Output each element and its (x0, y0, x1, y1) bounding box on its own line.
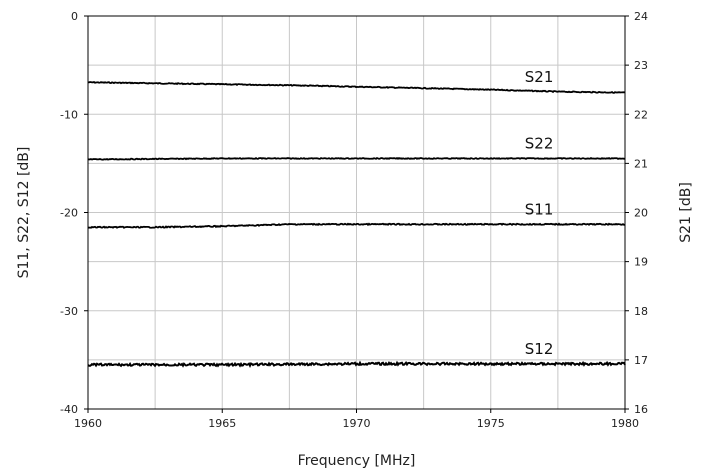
series-line-s21 (87, 81, 626, 94)
series-lines (87, 81, 626, 368)
y-axis-left-title: S11, S22, S12 [dB] (16, 147, 32, 279)
series-labels: S21 S22 S11 S12 (525, 68, 554, 358)
axis-ticks: 1960 1965 1970 1975 1980 -40 -30 -20 -10 0 16 17 18 1… (60, 10, 648, 430)
y-left-tick-label: -20 (60, 207, 78, 220)
series-line-s12 (87, 360, 626, 368)
series-label-s12: S12 (525, 340, 554, 358)
y-right-tick-label: 16 (634, 403, 648, 416)
x-axis-title: Frequency [MHz] (298, 453, 416, 469)
y-right-tick-label: 23 (634, 59, 648, 72)
series-line-s11 (87, 222, 626, 229)
y-right-tick-label: 24 (634, 10, 648, 23)
y-left-tick-label: 0 (71, 10, 78, 23)
x-tick-label: 1980 (611, 417, 639, 430)
x-tick-label: 1970 (343, 417, 371, 430)
y-right-tick-label: 17 (634, 354, 648, 367)
y-right-tick-label: 20 (634, 207, 648, 220)
y-left-tick-label: -30 (60, 305, 78, 318)
y-right-tick-label: 21 (634, 157, 648, 170)
y-left-tick-label: -10 (60, 108, 78, 121)
y-right-tick-label: 22 (634, 108, 648, 121)
y-axis-right-title: S21 [dB] (678, 182, 694, 243)
series-label-s11: S11 (525, 200, 554, 218)
x-tick-label: 1965 (208, 417, 236, 430)
x-tick-label: 1960 (74, 417, 102, 430)
series-line-s22 (87, 157, 626, 161)
grid (88, 16, 625, 409)
x-tick-label: 1975 (477, 417, 505, 430)
y-right-tick-label: 19 (634, 256, 648, 269)
y-left-tick-label: -40 (60, 403, 78, 416)
series-label-s22: S22 (525, 134, 554, 152)
y-right-tick-label: 18 (634, 305, 648, 318)
series-label-s21: S21 (525, 68, 554, 86)
